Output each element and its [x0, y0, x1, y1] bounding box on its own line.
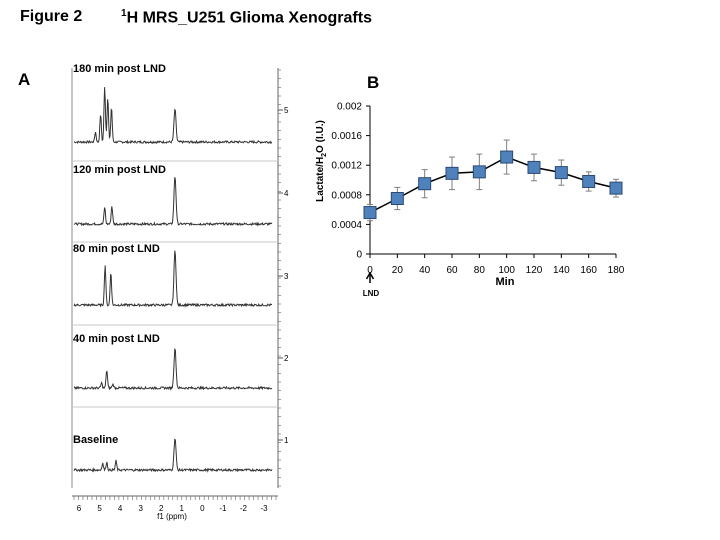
x-axis-tick-label: 140	[553, 265, 570, 276]
y-axis-tick-label: 0	[356, 250, 362, 261]
x-axis-tick-label: 180	[608, 265, 625, 276]
x-axis-tick-label: 160	[580, 265, 597, 276]
y-axis-tick-label: 0.002	[337, 102, 362, 113]
ppm-axis-tick-label: 1	[180, 504, 185, 513]
lnd-annotation: LND	[363, 289, 380, 298]
data-point-marker	[363, 206, 377, 220]
stack-axis-tick-label: 1	[284, 436, 289, 445]
ppm-axis-tick-label: 6	[77, 504, 82, 513]
data-point-marker	[554, 166, 568, 180]
stack-axis-tick-label: 4	[284, 189, 289, 198]
stack-axis-tick-label: 5	[284, 106, 289, 115]
data-point-marker	[582, 174, 596, 188]
data-point-marker	[390, 192, 404, 205]
figure-title-superscript: 1	[121, 8, 127, 19]
ppm-axis-tick-label: -3	[260, 504, 268, 513]
y-axis-title: Lactate/H2O (I.U.)	[315, 120, 328, 202]
spectrum-label: Baseline	[73, 434, 118, 446]
x-axis-tick-label: 120	[526, 265, 543, 276]
figure-title-text: H MRS_U251 Glioma Xenografts	[126, 9, 372, 27]
x-axis-tick-label: 40	[419, 265, 431, 276]
ppm-axis-tick-label: 5	[97, 504, 102, 513]
figure-title: 1H MRS_U251 Glioma Xenografts	[121, 8, 372, 27]
x-axis-tick-label: 60	[446, 265, 458, 276]
stack-axis-tick-label: 3	[284, 272, 289, 281]
ppm-axis-title: f1 (ppm)	[157, 512, 187, 521]
spectrum-label: 120 min post LND	[73, 164, 166, 176]
y-axis-tick-label: 0.0008	[331, 190, 362, 201]
x-axis-tick-label: 100	[498, 265, 515, 276]
ppm-axis-tick-label: 4	[118, 504, 123, 513]
spectrum-label: 40 min post LND	[73, 333, 160, 345]
spectrum-trace	[73, 177, 273, 227]
stack-axis-tick-label: 2	[284, 354, 289, 363]
panel-b-label: B	[367, 73, 380, 92]
x-axis-tick-label: 80	[474, 265, 486, 276]
data-point-marker	[527, 160, 541, 174]
ppm-axis-tick-label: -1	[219, 504, 227, 513]
x-axis-tick-label: 20	[392, 265, 404, 276]
spectrum-label: 180 min post LND	[73, 63, 166, 75]
spectrum-trace	[73, 347, 273, 391]
data-point-marker	[418, 177, 432, 191]
y-axis-tick-label: 0.0016	[331, 131, 362, 142]
data-point-marker	[445, 166, 459, 180]
x-axis-tick-label: 0	[367, 265, 373, 276]
figure-label: Figure 2	[20, 8, 83, 25]
spectrum-trace	[73, 250, 273, 308]
data-point-marker	[500, 150, 514, 164]
data-point-marker	[609, 181, 623, 195]
spectrum-label: 80 min post LND	[73, 243, 160, 255]
spectrum-trace	[73, 438, 273, 473]
x-axis-title: Min	[496, 276, 515, 288]
ppm-axis-tick-label: 0	[200, 504, 205, 513]
data-point-marker	[472, 165, 486, 179]
ppm-axis-tick-label: 2	[159, 504, 164, 513]
lnd-arrow-head	[365, 271, 375, 280]
panel-a-label: A	[18, 70, 31, 89]
spectrum-trace	[73, 87, 272, 145]
ppm-axis-tick-label: 3	[138, 504, 143, 513]
y-axis-tick-label: 0.0012	[331, 161, 362, 172]
ppm-axis-tick-label: -2	[240, 504, 248, 513]
y-axis-tick-label: 0.0004	[331, 220, 362, 231]
series-line	[369, 156, 617, 214]
